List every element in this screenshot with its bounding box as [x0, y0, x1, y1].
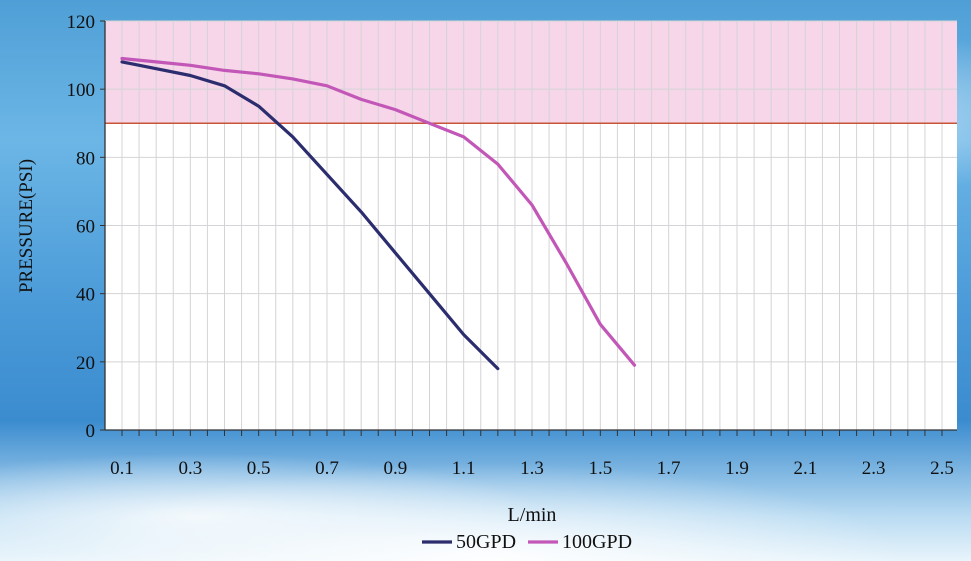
y-axis-label: PRESSURE(PSI): [16, 159, 37, 293]
x-tick-label: 0.5: [247, 458, 271, 479]
y-tick-label: 60: [76, 217, 95, 238]
x-tick-label: 1.1: [452, 458, 476, 479]
x-tick-label: 1.3: [520, 458, 544, 479]
y-tick-labels: 0 20 40 60 80 100 120: [67, 12, 96, 442]
axes: [100, 20, 957, 436]
y-tick-label: 40: [76, 285, 95, 306]
y-tick-label: 0: [86, 421, 96, 442]
y-tick-label: 80: [76, 148, 95, 169]
legend-label-50gpd: 50GPD: [456, 531, 516, 553]
y-tick-label: 20: [76, 353, 95, 374]
series-line-50gpd: [120, 60, 500, 371]
x-tick-label: 0.1: [110, 458, 134, 479]
x-tick-label: 0.7: [315, 458, 339, 479]
legend: 50GPD 100GPD: [422, 531, 632, 553]
x-tick-labels: 0.1 0.3 0.5 0.7 0.9 1.1 1.3 1.5 1.7 1.9 2.1 2.3 2.5: [110, 458, 954, 479]
x-tick-label: 0.3: [178, 458, 202, 479]
y-tick-label: 120: [67, 12, 96, 33]
legend-label-100gpd: 100GPD: [562, 531, 632, 553]
y-tick-label: 100: [67, 80, 96, 101]
x-axis-label: L/min: [508, 504, 557, 526]
x-tick-label: 1.5: [588, 458, 612, 479]
x-tick-label: 1.7: [657, 458, 681, 479]
x-tick-label: 1.9: [725, 458, 749, 479]
x-tick-label: 2.1: [793, 458, 817, 479]
x-tick-label: 2.5: [930, 458, 954, 479]
series-line-100gpd: [120, 56, 637, 367]
grid-lines: [105, 20, 957, 430]
x-tick-label: 2.3: [862, 458, 886, 479]
x-tick-label: 0.9: [383, 458, 407, 479]
series-lines: [120, 56, 637, 371]
